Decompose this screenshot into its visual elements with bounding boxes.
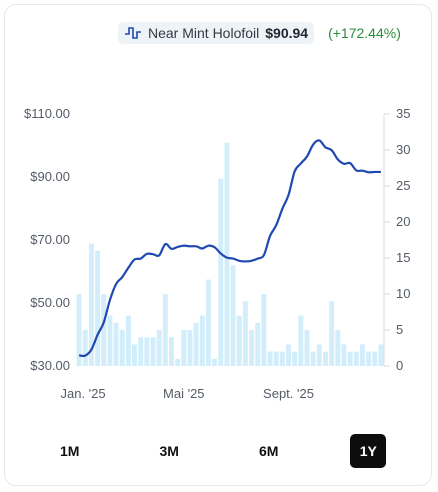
- volume-bar: [205, 279, 211, 366]
- volume-bar: [187, 330, 193, 366]
- range-button-6m[interactable]: 6M: [251, 434, 287, 468]
- volume-bar: [156, 330, 162, 366]
- volume-bar: [255, 322, 261, 366]
- volume-bar: [199, 315, 205, 366]
- volume-bar: [353, 351, 359, 366]
- volume-bar: [341, 344, 347, 366]
- volume-bar: [175, 358, 181, 366]
- volume-bar: [82, 330, 88, 366]
- volume-bar: [162, 294, 168, 366]
- volume-bar: [273, 351, 279, 366]
- volume-bar: [101, 294, 107, 366]
- volume-bar: [286, 344, 291, 366]
- volume-bar: [88, 243, 94, 366]
- volume-bar: [212, 358, 218, 366]
- volume-bar: [378, 344, 384, 366]
- y-right-tick-label: 25: [396, 178, 410, 193]
- volume-bars: [76, 142, 384, 366]
- volume-bar: [242, 301, 248, 366]
- volume-bar: [224, 142, 230, 366]
- volume-bar: [132, 344, 137, 366]
- volume-bar: [144, 337, 150, 366]
- y-right-tick-label: 15: [396, 250, 410, 265]
- range-button-1y[interactable]: 1Y: [350, 434, 387, 468]
- y-left-tick-label: $90.00: [30, 169, 70, 184]
- chart-card: [4, 4, 432, 486]
- volume-bar: [335, 330, 341, 366]
- volume-bar: [150, 337, 156, 366]
- x-tick-label: Sept. '25: [263, 386, 314, 401]
- volume-bar: [316, 344, 322, 366]
- volume-bar: [230, 265, 236, 366]
- legend[interactable]: Near Mint Holofoil $90.94 (+172.44%): [118, 21, 401, 45]
- range-button-3m[interactable]: 3M: [151, 434, 187, 468]
- price-chart[interactable]: $110.00 $90.00 $70.00 $50.00 $30.00 35 30 25 20…: [0, 0, 438, 420]
- y-left-tick-label: $30.00: [30, 358, 70, 373]
- x-tick-label: Mai '25: [163, 386, 205, 401]
- volume-bar: [107, 315, 113, 366]
- volume-bar: [267, 351, 273, 366]
- price-line-layer: [78, 139, 381, 358]
- legend-variant-name: Near Mint Holofoil: [148, 25, 260, 41]
- volume-bar: [372, 351, 378, 366]
- y-left-tick-label: $50.00: [30, 295, 70, 310]
- y-right-tick-label: 20: [396, 214, 410, 229]
- y-left-tick-label: $70.00: [30, 232, 70, 247]
- y-right-tick-label: 35: [396, 106, 410, 121]
- volume-bar: [329, 301, 335, 366]
- volume-bar: [359, 344, 365, 366]
- y-right-tick-label: 30: [396, 142, 410, 157]
- range-button-1m[interactable]: 1M: [52, 434, 88, 468]
- y-right-tick-label: 5: [396, 322, 403, 337]
- volume-bar: [279, 351, 285, 366]
- legend-change: (+172.44%): [328, 25, 401, 41]
- price-line: [78, 139, 381, 358]
- x-axis: Jan. '25 Mai '25 Sept. '25: [61, 386, 314, 401]
- grid: [383, 113, 390, 367]
- x-tick-label: Jan. '25: [61, 386, 106, 401]
- y-left-tick-label: $110.00: [24, 106, 70, 121]
- y-right-axis: 35 30 25 20 15 10 5 0: [396, 106, 410, 373]
- volume-bar: [181, 330, 187, 366]
- volume-bar: [193, 322, 199, 366]
- volume-bar: [95, 250, 101, 366]
- y-right-tick-label: 0: [396, 358, 403, 373]
- price-step-icon: [125, 27, 141, 39]
- volume-bar: [138, 337, 144, 366]
- volume-bar: [169, 337, 174, 366]
- volume-bar: [249, 330, 255, 366]
- range-selector: 1M 3M 6M 1Y: [20, 432, 418, 470]
- y-left-axis: $110.00 $90.00 $70.00 $50.00 $30.00: [24, 106, 70, 373]
- y-right-tick-label: 10: [396, 286, 410, 301]
- volume-bar: [261, 294, 267, 366]
- volume-bar: [113, 322, 119, 366]
- volume-bar: [347, 351, 353, 366]
- volume-bar: [119, 330, 125, 366]
- volume-bar: [292, 351, 298, 366]
- legend-pill[interactable]: Near Mint Holofoil $90.94: [118, 22, 315, 44]
- volume-bar: [298, 315, 304, 366]
- volume-bar: [366, 351, 372, 366]
- volume-bar: [323, 351, 328, 366]
- legend-price: $90.94: [265, 25, 309, 41]
- volume-bar: [76, 294, 82, 366]
- volume-bar: [218, 178, 224, 366]
- volume-bar: [310, 351, 316, 366]
- volume-bar: [236, 315, 242, 366]
- volume-bar: [304, 330, 310, 366]
- volume-bar: [125, 315, 131, 366]
